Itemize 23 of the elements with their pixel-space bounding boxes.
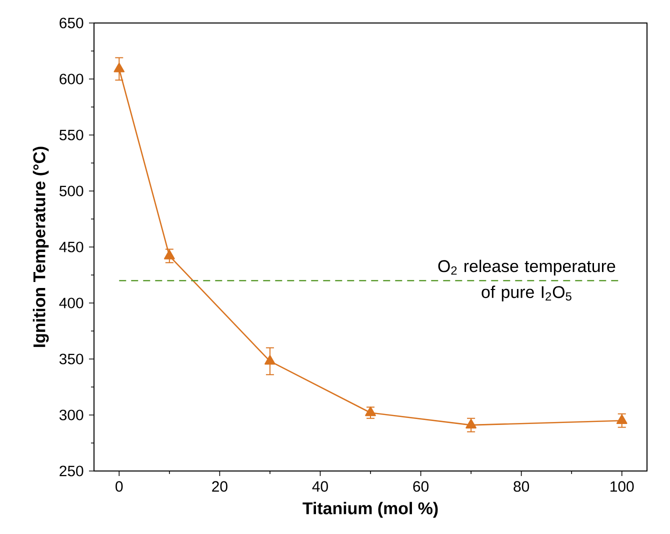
x-tick-label: 60 (413, 481, 428, 492)
y-tick-label: 400 (59, 298, 84, 308)
y-tick-label: 300 (59, 410, 84, 420)
y-tick-label: 250 (60, 466, 84, 476)
x-axis-title: Titanium (mol %) (302, 502, 438, 518)
y-axis-title: Ignition Temperature (°C) (32, 146, 49, 347)
y-tick-label: 600 (60, 74, 84, 84)
x-tick-label: 40 (312, 481, 328, 492)
y-tick-label: 500 (59, 186, 84, 196)
x-tick-label: 80 (514, 481, 530, 492)
point (466, 418, 476, 428)
point (114, 62, 125, 72)
x-tick-label: 100 (610, 481, 634, 492)
y-tick-label: 550 (59, 130, 84, 140)
y-tick-label: 350 (59, 354, 84, 364)
point (164, 250, 175, 260)
point (264, 355, 276, 365)
point (365, 406, 376, 416)
x-tick-label: 20 (212, 481, 228, 492)
y-tick-label: 650 (60, 18, 84, 28)
y-tick-label: 450 (59, 242, 84, 252)
ref-line-label: O$_{2}$ release temperature of pure I$_{2}$O$_{5}$ (438, 260, 616, 302)
x-tick-label: 0 (116, 481, 123, 492)
